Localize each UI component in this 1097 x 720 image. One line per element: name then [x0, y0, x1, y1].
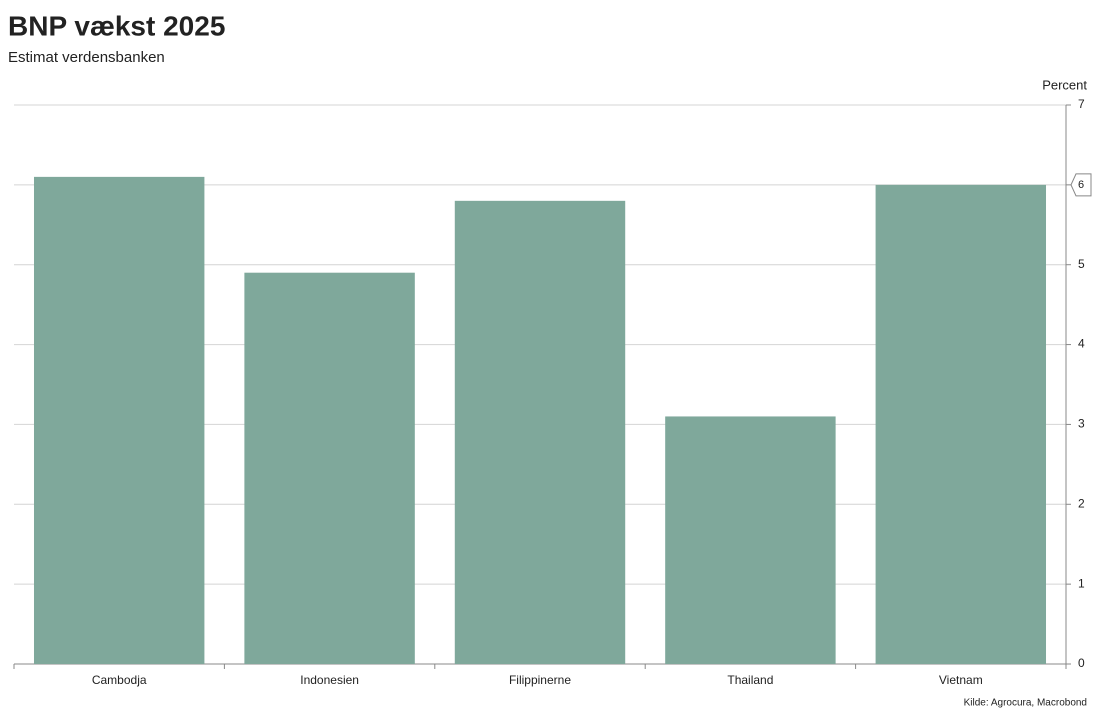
y-tick-label: 7	[1078, 97, 1085, 111]
y-tick-label: 6	[1078, 179, 1084, 191]
y-tick-label: 2	[1078, 496, 1085, 510]
y-tick-label: 4	[1078, 337, 1085, 351]
y-tick-label: 3	[1078, 417, 1085, 431]
y-tick-label: 0	[1078, 656, 1085, 670]
bar	[665, 416, 836, 664]
bar	[33, 176, 205, 664]
chart-subtitle: Estimat verdensbanken	[8, 49, 165, 66]
x-tick-label: Thailand	[727, 673, 773, 687]
value-callout	[1070, 173, 1092, 197]
y-axis-label: Percent	[1042, 77, 1087, 92]
x-tick-label: Vietnam	[939, 673, 983, 687]
chart-title: BNP vækst 2025	[8, 10, 225, 41]
bar	[244, 272, 415, 664]
y-tick-label: 5	[1078, 257, 1085, 271]
x-tick-label: Cambodja	[92, 673, 147, 687]
x-tick-label: Indonesien	[300, 673, 359, 687]
bar	[454, 200, 626, 665]
source: Kilde: Agrocura, Macrobond	[964, 698, 1087, 709]
x-tick-label: Filippinerne	[509, 673, 571, 687]
bar	[875, 184, 1047, 664]
y-tick-label: 1	[1078, 576, 1085, 590]
